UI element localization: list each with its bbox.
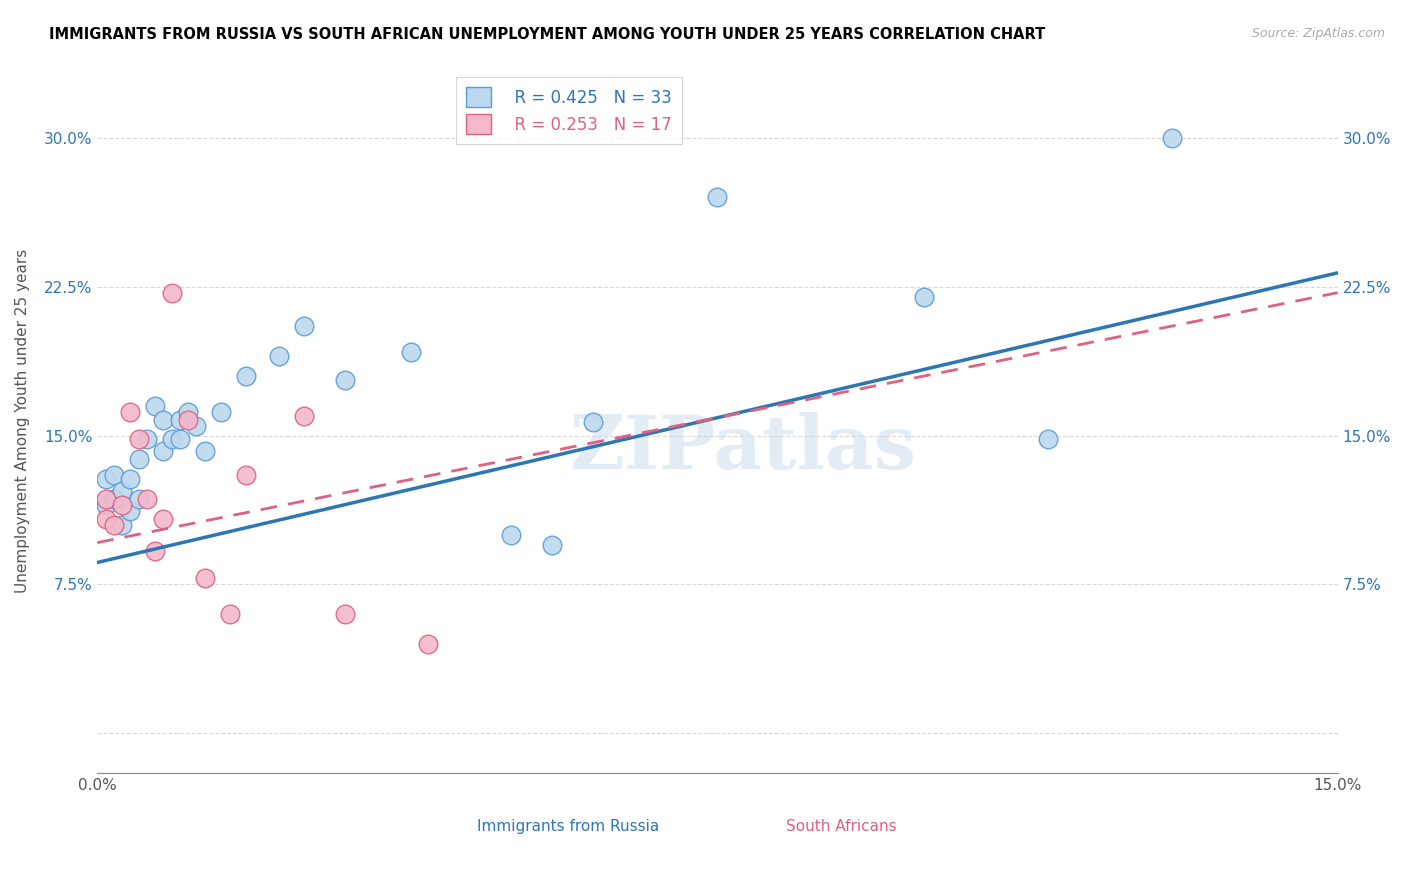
Point	[335, 607, 357, 621]
Text: IMMIGRANTS FROM RUSSIA VS SOUTH AFRICAN UNEMPLOYMENT AMONG YOUTH UNDER 25 YEARS : IMMIGRANTS FROM RUSSIA VS SOUTH AFRICAN …	[49, 27, 1046, 42]
Point	[541, 538, 564, 552]
Point	[912, 290, 935, 304]
Legend:   R = 0.425   N = 33,   R = 0.253   N = 17: R = 0.425 N = 33, R = 0.253 N = 17	[456, 77, 682, 145]
Point	[160, 433, 183, 447]
Point	[152, 512, 174, 526]
Point	[401, 345, 423, 359]
Point	[128, 452, 150, 467]
Point	[128, 491, 150, 506]
Point	[111, 517, 134, 532]
Point	[143, 543, 166, 558]
Point	[120, 504, 142, 518]
Point	[143, 399, 166, 413]
Point	[292, 319, 315, 334]
Point	[1161, 131, 1184, 145]
Point	[103, 468, 125, 483]
Point	[128, 433, 150, 447]
Y-axis label: Unemployment Among Youth under 25 years: Unemployment Among Youth under 25 years	[15, 249, 30, 593]
Point	[706, 190, 728, 204]
Point	[292, 409, 315, 423]
Point	[235, 369, 257, 384]
Point	[103, 517, 125, 532]
Point	[94, 491, 117, 506]
Point	[152, 444, 174, 458]
Point	[1038, 433, 1060, 447]
Point	[120, 405, 142, 419]
Text: Source: ZipAtlas.com: Source: ZipAtlas.com	[1251, 27, 1385, 40]
Point	[235, 468, 257, 483]
Point	[120, 472, 142, 486]
Point	[177, 412, 200, 426]
Point	[135, 433, 157, 447]
Point	[169, 412, 191, 426]
Text: ZIPatlas: ZIPatlas	[569, 412, 915, 485]
Point	[111, 484, 134, 499]
Point	[94, 512, 117, 526]
Point	[111, 498, 134, 512]
Point	[169, 433, 191, 447]
Point	[582, 415, 605, 429]
Point	[152, 412, 174, 426]
Point	[186, 418, 208, 433]
Point	[94, 472, 117, 486]
Text: Immigrants from Russia: Immigrants from Russia	[478, 819, 659, 833]
Point	[335, 373, 357, 387]
Point	[135, 491, 157, 506]
Text: South Africans: South Africans	[786, 819, 897, 833]
Point	[94, 498, 117, 512]
Point	[499, 527, 522, 541]
Point	[218, 607, 240, 621]
Point	[194, 571, 217, 585]
Point	[269, 349, 291, 363]
Point	[177, 405, 200, 419]
Point	[209, 405, 232, 419]
Point	[194, 444, 217, 458]
Point	[416, 637, 439, 651]
Point	[103, 491, 125, 506]
Point	[160, 285, 183, 300]
